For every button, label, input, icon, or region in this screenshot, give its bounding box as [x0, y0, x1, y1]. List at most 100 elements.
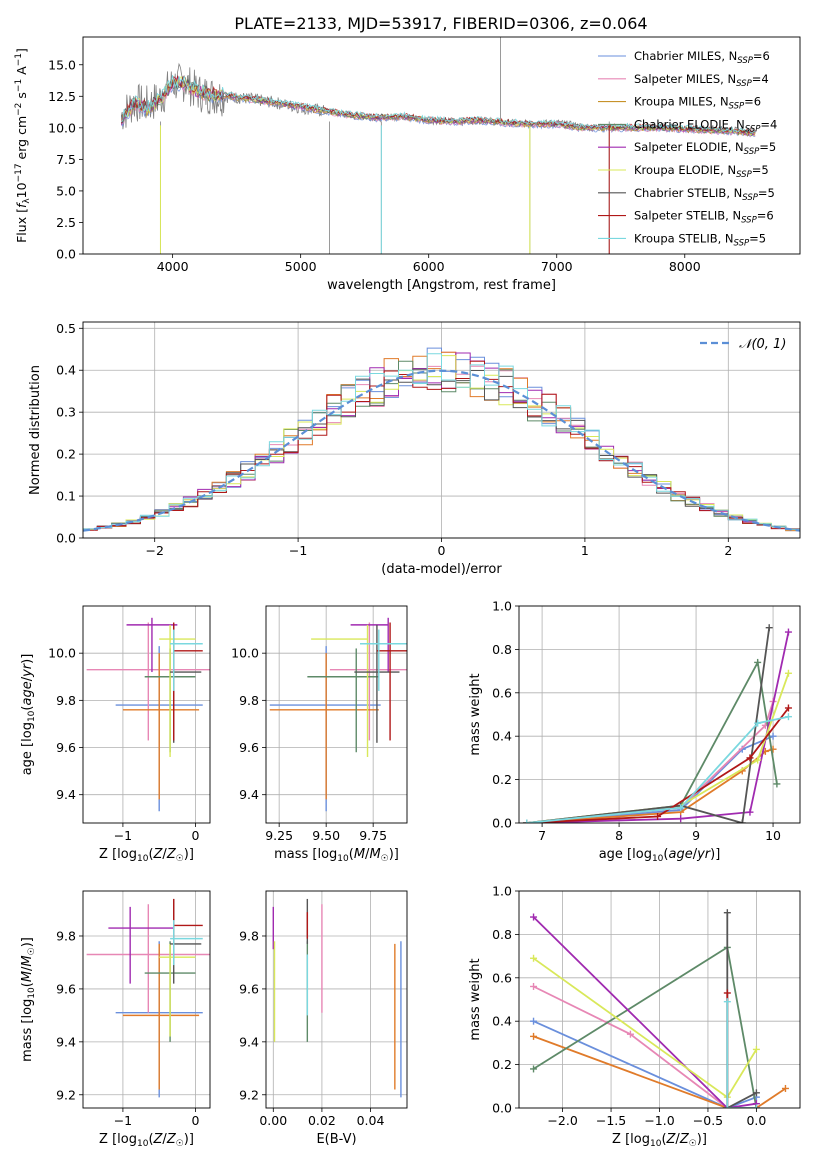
panel-weight_vs_age: 7 8 9 10 0.0 0.2 0.4 0.6 0.8 1.0 age [log10(age/yr…: [468, 599, 801, 864]
residual-histogram: [83, 353, 800, 530]
tick-label-y: 9.6: [56, 981, 76, 996]
tick-label-x: 8000: [669, 259, 701, 274]
tick-label-y: 9.6: [239, 740, 259, 755]
residual-histogram: [83, 360, 800, 531]
weight-line: [532, 916, 757, 1108]
tick-label-x: 9.25: [265, 828, 293, 843]
axes-frame: [518, 605, 801, 824]
plot-area: [121, 37, 756, 254]
plot-area: [269, 617, 407, 812]
tick-label-x: 8: [615, 828, 623, 843]
axis-label-x: wavelength [Angstrom, rest frame]: [327, 278, 556, 293]
tick-label-x: 5000: [285, 259, 317, 274]
tick-label-x: −0.5: [693, 1113, 723, 1128]
panel-age_vs_Z: −1 0 9.4 9.6 9.8 10.0 Z [log10(Z/Z☉)] age [log1…: [20, 605, 211, 864]
tick-label-y: 0.0: [56, 247, 76, 262]
legend-label: Salpeter STELIB, NSSP=6: [634, 209, 774, 226]
axis-label-x: Z [log10(Z/Z☉)]: [99, 1132, 194, 1149]
tick-label-y: 9.4: [239, 1034, 259, 1049]
axis-label-y: age [log10(age/yr)]: [20, 654, 37, 776]
plot-area: [272, 898, 402, 1098]
tick-label-y: 9.8: [56, 928, 76, 943]
tick-label-y: 15.0: [48, 57, 76, 72]
tick-label-x: 2: [724, 543, 732, 558]
tick-label-y: 12.5: [48, 89, 76, 104]
axis-label-y: mass weight: [468, 673, 483, 755]
tick-label-x: 0: [438, 543, 446, 558]
axis-label-x: age [log10(age/yr)]: [599, 847, 721, 864]
tick-label-x: 0.0: [746, 1113, 766, 1128]
axes-frame: [265, 605, 408, 824]
panel-weight_vs_Z: −2.0 −1.5 −1.0 −0.5 0.0 0.0 0.2 0.4 0.6 0.8 1.0 Z […: [468, 884, 801, 1149]
tick-label-x: −1: [114, 828, 132, 843]
legend-label: Kroupa STELIB, NSSP=5: [634, 231, 766, 248]
legend-label: Chabrier MILES, NSSP=6: [634, 49, 770, 66]
tick-label-y: 0.0: [492, 1101, 512, 1116]
tick-label-x: 0.02: [308, 1113, 336, 1128]
tick-label-y: 0.4: [56, 363, 76, 378]
tick-label-y: 10.0: [48, 120, 76, 135]
tick-label-x: 0: [192, 1113, 200, 1128]
legend-label: Kroupa ELODIE, NSSP=5: [634, 163, 769, 180]
tick-label-x: 0.04: [357, 1113, 385, 1128]
tick-label-y: 9.4: [239, 787, 259, 802]
tick-label-x: −2: [145, 543, 163, 558]
tick-label-y: 9.2: [239, 1087, 259, 1102]
weight-line: [726, 912, 757, 1108]
tick-label-y: 0.6: [492, 970, 512, 985]
tick-label-x: 7000: [541, 259, 573, 274]
figure-title: PLATE=2133, MJD=53917, FIBERID=0306, z=0…: [234, 14, 647, 33]
legend-label: Salpeter MILES, NSSP=4: [634, 72, 769, 89]
tick-label-y: 0.0: [492, 816, 512, 831]
tick-label-y: 0.8: [492, 642, 512, 657]
tick-label-y: 0.2: [492, 772, 512, 787]
axis-label-y: Flux [fλ10−17 erg cm−2 s−1 A−1]: [14, 48, 32, 243]
tick-label-x: 7: [538, 828, 546, 843]
tick-label-x: 6000: [413, 259, 445, 274]
tick-label-x: −1.0: [644, 1113, 674, 1128]
tick-label-x: −2.0: [547, 1113, 577, 1128]
axis-label-y: Normed distribution: [28, 365, 43, 495]
tick-label-y: 0.5: [56, 321, 76, 336]
axis-label-y: mass weight: [468, 958, 483, 1040]
panel-age_vs_mass: 9.25 9.50 9.75 9.4 9.6 9.8 10.0 mass [log10(M/M…: [231, 605, 408, 864]
axes-frame: [82, 36, 801, 255]
weight-line: [726, 1001, 757, 1108]
panel-residuals: −2 −1 0 1 2 0.0 0.1 0.2 0.3 0.4 0.5 (data-model)/er…: [28, 321, 801, 577]
axis-label-x: Z [log10(Z/Z☉)]: [612, 1132, 707, 1149]
tick-label-x: 10: [765, 828, 781, 843]
tick-label-x: 9: [692, 828, 700, 843]
tick-label-y: 1.0: [492, 884, 512, 899]
axes-frame: [518, 890, 801, 1109]
tick-label-y: 7.5: [56, 152, 76, 167]
tick-label-y: 10.0: [231, 646, 259, 661]
axes-frame: [82, 321, 801, 539]
legend-label: Chabrier ELODIE, NSSP=4: [634, 117, 777, 134]
legend: Chabrier MILES, NSSP=6 Salpeter MILES, NS…: [598, 49, 777, 248]
tick-label-y: 9.6: [56, 740, 76, 755]
tick-label-y: 9.6: [239, 981, 259, 996]
tick-label-y: 5.0: [56, 183, 76, 198]
plot-area: [523, 624, 792, 823]
tick-label-x: −1.5: [596, 1113, 626, 1128]
axis-label-x: mass [log10(M/M☉)]: [274, 847, 399, 864]
legend-label: Kroupa MILES, NSSP=6: [634, 95, 761, 112]
legend-label: Salpeter ELODIE, NSSP=5: [634, 140, 776, 157]
plot-area: [83, 347, 800, 532]
tick-label-y: 9.4: [56, 1034, 76, 1049]
axes-frame: [265, 890, 408, 1109]
tick-label-x: 0.00: [259, 1113, 287, 1128]
panel-spectrum: 4000 5000 6000 7000 8000 0.0 2.5 5.0 7.5 10.0 12.5…: [14, 36, 801, 293]
tick-label-y: 10.0: [48, 646, 76, 661]
tick-label-y: 0.4: [492, 1014, 512, 1029]
tick-label-y: 0.3: [56, 405, 76, 420]
tick-label-y: 9.4: [56, 787, 76, 802]
legend-label: 𝒩(0, 1): [739, 337, 786, 352]
weight-line: [526, 735, 774, 823]
tick-label-x: 9.50: [312, 828, 340, 843]
panel-mass_vs_Z: −1 0 9.2 9.4 9.6 9.8 Z [log10(Z/Z☉)] mass [log1…: [20, 890, 211, 1149]
model-spectrum-line: [121, 75, 756, 134]
axes-frame: [82, 890, 211, 1109]
plot-area: [86, 898, 210, 1098]
